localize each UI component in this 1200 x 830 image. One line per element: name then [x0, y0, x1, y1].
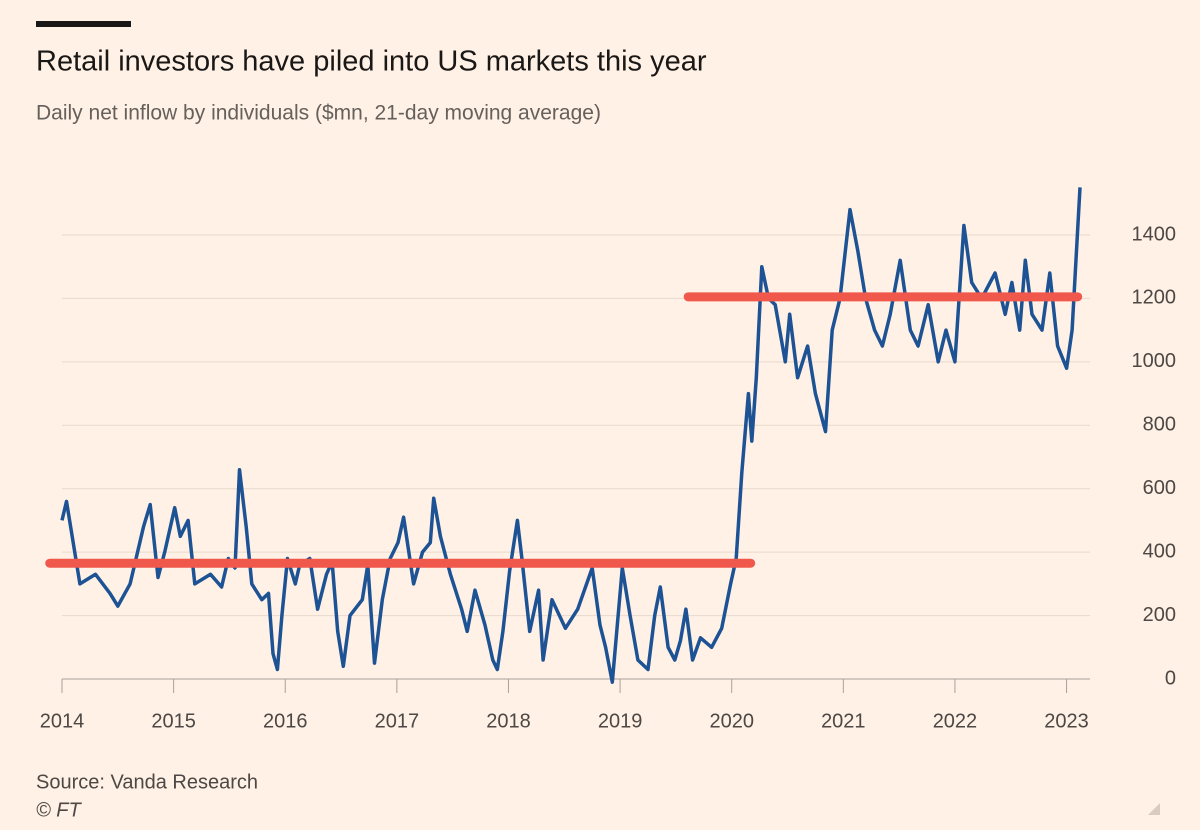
resize-icon: [1148, 803, 1160, 815]
x-tick-label: 2018: [486, 710, 531, 732]
y-tick-label: 400: [1143, 540, 1176, 562]
x-tick-label: 2019: [598, 710, 643, 732]
x-tick-label: 2022: [933, 710, 978, 732]
title-bar: [36, 21, 131, 27]
credit: © FT: [36, 799, 83, 821]
y-tick-label: 800: [1143, 414, 1176, 436]
source: Source: Vanda Research: [36, 771, 258, 793]
y-tick-label: 1000: [1132, 350, 1177, 372]
x-tick-label: 2016: [263, 710, 308, 732]
y-tick-label: 200: [1143, 604, 1176, 626]
x-tick-label: 2017: [375, 710, 420, 732]
x-tick-label: 2023: [1044, 710, 1089, 732]
x-tick-label: 2014: [40, 710, 85, 732]
chart-title: Retail investors have piled into US mark…: [36, 46, 707, 78]
x-tick-label: 2020: [709, 710, 754, 732]
y-tick-label: 600: [1143, 477, 1176, 499]
y-tick-label: 1200: [1132, 287, 1177, 309]
data-line: [60, 187, 1082, 684]
y-tick-label: 1400: [1132, 223, 1177, 245]
y-tick-label: 0: [1165, 667, 1176, 689]
x-tick-label: 2015: [151, 710, 196, 732]
x-tick-label: 2021: [821, 710, 866, 732]
chart-subtitle: Daily net inflow by individuals ($mn, 21…: [36, 102, 601, 125]
